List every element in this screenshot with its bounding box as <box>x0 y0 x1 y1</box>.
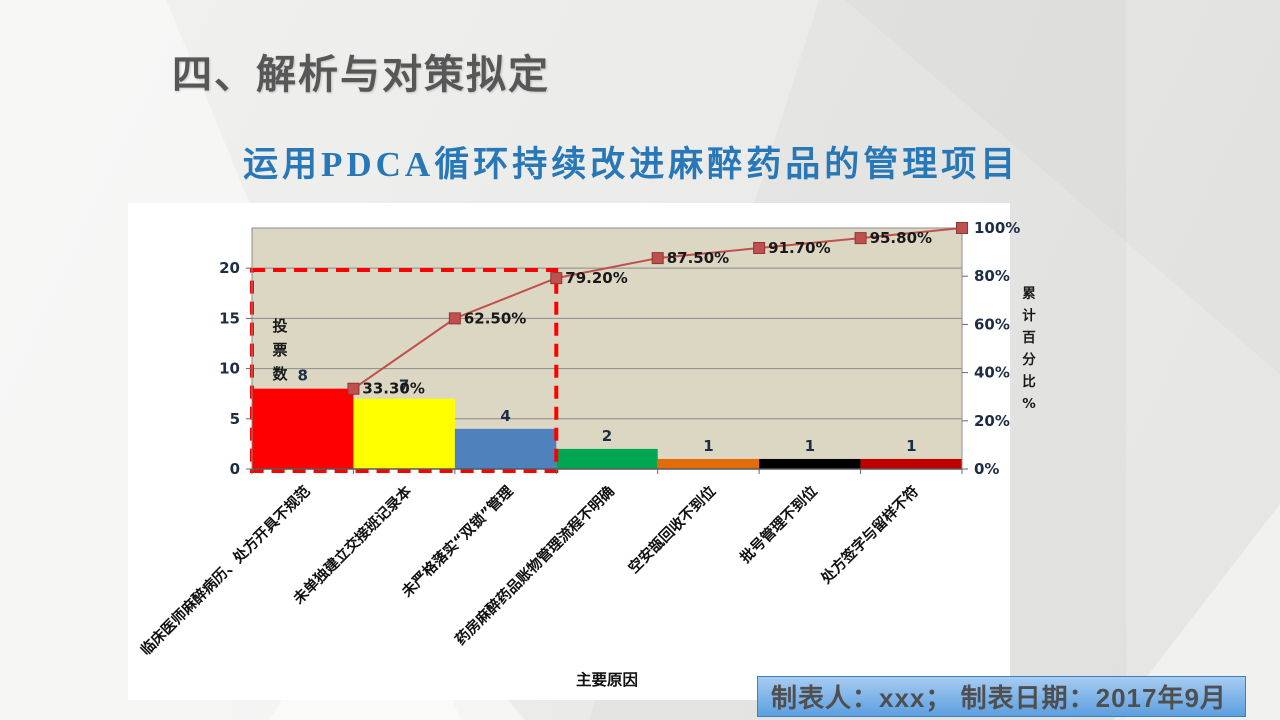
bar-5 <box>759 458 861 469</box>
right-axis-title-char: 累 <box>1022 286 1036 302</box>
left-axis-title-char: 票 <box>272 341 287 359</box>
right-axis-tick-label: 40% <box>974 364 1010 382</box>
cumulative-label: 87.50% <box>667 249 729 267</box>
page-title: 四、解析与对策拟定 <box>172 53 550 97</box>
cumulative-label: 33.30% <box>362 380 424 398</box>
right-axis-tick-label: 20% <box>974 412 1010 430</box>
left-axis-tick-label: 0 <box>230 460 240 478</box>
bar-value-label: 1 <box>805 437 815 455</box>
footer-credit: 制表人：xxx； 制表日期：2017年9月 <box>757 676 1246 717</box>
x-axis-title: 主要原因 <box>576 670 638 689</box>
right-axis-tick-label: 60% <box>974 315 1010 333</box>
category-label-6: 处方签字与留样不符 <box>816 482 922 588</box>
cumulative-label: 91.70% <box>768 239 830 257</box>
line-marker-4 <box>753 242 766 255</box>
line-marker-2 <box>550 272 563 285</box>
line-marker-0 <box>347 382 360 395</box>
category-label-2: 未严格落实“双锁”管理 <box>397 482 517 602</box>
category-label-0: 临床医师麻醉病历、处方开具不规范 <box>137 482 314 659</box>
cumulative-label: 95.80% <box>870 229 932 247</box>
line-marker-6 <box>956 222 968 234</box>
left-axis-tick-label: 10 <box>219 360 240 378</box>
bar-value-label: 8 <box>297 367 307 385</box>
right-axis-tick-label: 0% <box>974 460 999 478</box>
bar-2 <box>454 428 557 469</box>
category-label-1: 未单独建立交接班记录本 <box>289 482 416 609</box>
bar-value-label: 1 <box>906 437 916 455</box>
right-axis-title-char: % <box>1022 396 1036 412</box>
cumulative-label: 62.50% <box>464 309 526 327</box>
left-axis-tick-label: 20 <box>219 259 240 277</box>
right-axis-title-char: 比 <box>1022 373 1036 390</box>
bar-value-label: 1 <box>703 437 713 455</box>
right-axis-title-char: 计 <box>1022 307 1036 324</box>
chart-panel: 8 7 4 2 1 1 1 0 5 10 15 20 0% 20% 40% 60% 80% 100% 33.30% 6… <box>128 203 1036 700</box>
bar-1 <box>353 398 455 469</box>
bar-3 <box>556 448 658 469</box>
left-axis-tick-label: 15 <box>219 309 240 327</box>
left-axis-tick-label: 5 <box>230 410 240 428</box>
right-axis-title-char: 百 <box>1022 330 1036 346</box>
bar-0 <box>252 388 354 469</box>
bar-value-label: 2 <box>602 427 612 445</box>
bar-4 <box>657 458 760 469</box>
left-axis-title-char: 数 <box>272 365 288 383</box>
bar-value-label: 7 <box>399 377 409 395</box>
cumulative-label: 79.20% <box>565 269 627 287</box>
bar-6 <box>860 458 962 469</box>
right-axis-tick-label: 80% <box>974 267 1010 285</box>
bar-value-label: 4 <box>500 407 510 425</box>
page-subtitle: 运用PDCA循环持续改进麻醉药品的管理项目 <box>243 145 1020 184</box>
right-axis-tick-label: 100% <box>974 219 1020 237</box>
line-marker-3 <box>651 252 664 265</box>
line-marker-5 <box>854 232 867 245</box>
left-axis-title-char: 投 <box>272 317 287 335</box>
category-label-3: 药房麻醉药品账物管理流程不明确 <box>451 482 618 649</box>
category-label-4: 空安瓿回收不到位 <box>625 482 720 577</box>
category-label-5: 批号管理不到位 <box>736 482 821 567</box>
line-marker-1 <box>448 312 461 325</box>
right-axis-title-char: 分 <box>1022 352 1036 368</box>
